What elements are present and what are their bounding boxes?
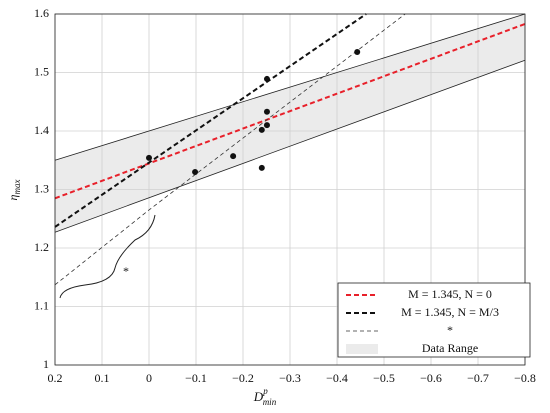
legend-label: Data Range: [422, 341, 478, 355]
legend-label: M = 1.345, N = 0: [408, 287, 492, 301]
band-edge: [54, 13, 526, 161]
x-tick-label: 0: [146, 371, 152, 385]
y-tick-label: 1.1: [34, 298, 49, 312]
data-point: [263, 122, 270, 129]
y-tick-label: 1.3: [34, 181, 49, 195]
x-tick-label: −0.4: [326, 371, 348, 385]
x-tick-label: −0.5: [373, 371, 395, 385]
data-point: [230, 153, 237, 160]
x-tick-label: 0.1: [95, 371, 110, 385]
x-axis-label: Dp min: [253, 386, 277, 407]
data-point: [263, 75, 270, 82]
data-point: [354, 49, 361, 56]
data-point: [146, 154, 152, 161]
y-axis-label: ηmax: [6, 180, 22, 201]
y-label-base: η: [6, 194, 20, 200]
y-label-sub: max: [12, 180, 22, 195]
y-tick-label: 1.2: [34, 240, 49, 254]
band-edge: [54, 59, 526, 233]
series-line: [54, 13, 406, 286]
data-point: [258, 126, 265, 133]
x-tick-label: −0.3: [279, 371, 301, 385]
legend-label: *: [447, 323, 453, 337]
x-tick-label: −0.8: [514, 371, 536, 385]
x-label-sub: min: [263, 397, 277, 407]
data-point: [263, 108, 270, 115]
annotation: *: [123, 264, 129, 278]
brace: [59, 214, 156, 299]
y-tick-label: 1.4: [34, 123, 49, 137]
data-point: [192, 168, 199, 175]
plot-frame: [54, 13, 526, 366]
series-line: [54, 13, 367, 228]
y-tick-label: 1: [43, 357, 49, 371]
x-tick-label: −0.6: [420, 371, 442, 385]
x-tick-label: −0.2: [232, 371, 254, 385]
x-tick-label: −0.7: [467, 371, 489, 385]
x-label-base: D: [253, 389, 264, 404]
y-tick-label: 1.5: [34, 64, 49, 78]
y-tick-label: 1.6: [34, 6, 49, 20]
x-tick-label: −0.1: [185, 371, 207, 385]
legend-swatch: [346, 344, 378, 354]
data-point: [258, 164, 265, 171]
series-line: [54, 23, 526, 200]
x-label-sup: p: [262, 386, 268, 396]
legend-label: M = 1.345, N = M/3: [401, 305, 499, 319]
x-tick-label: 0.2: [48, 371, 63, 385]
